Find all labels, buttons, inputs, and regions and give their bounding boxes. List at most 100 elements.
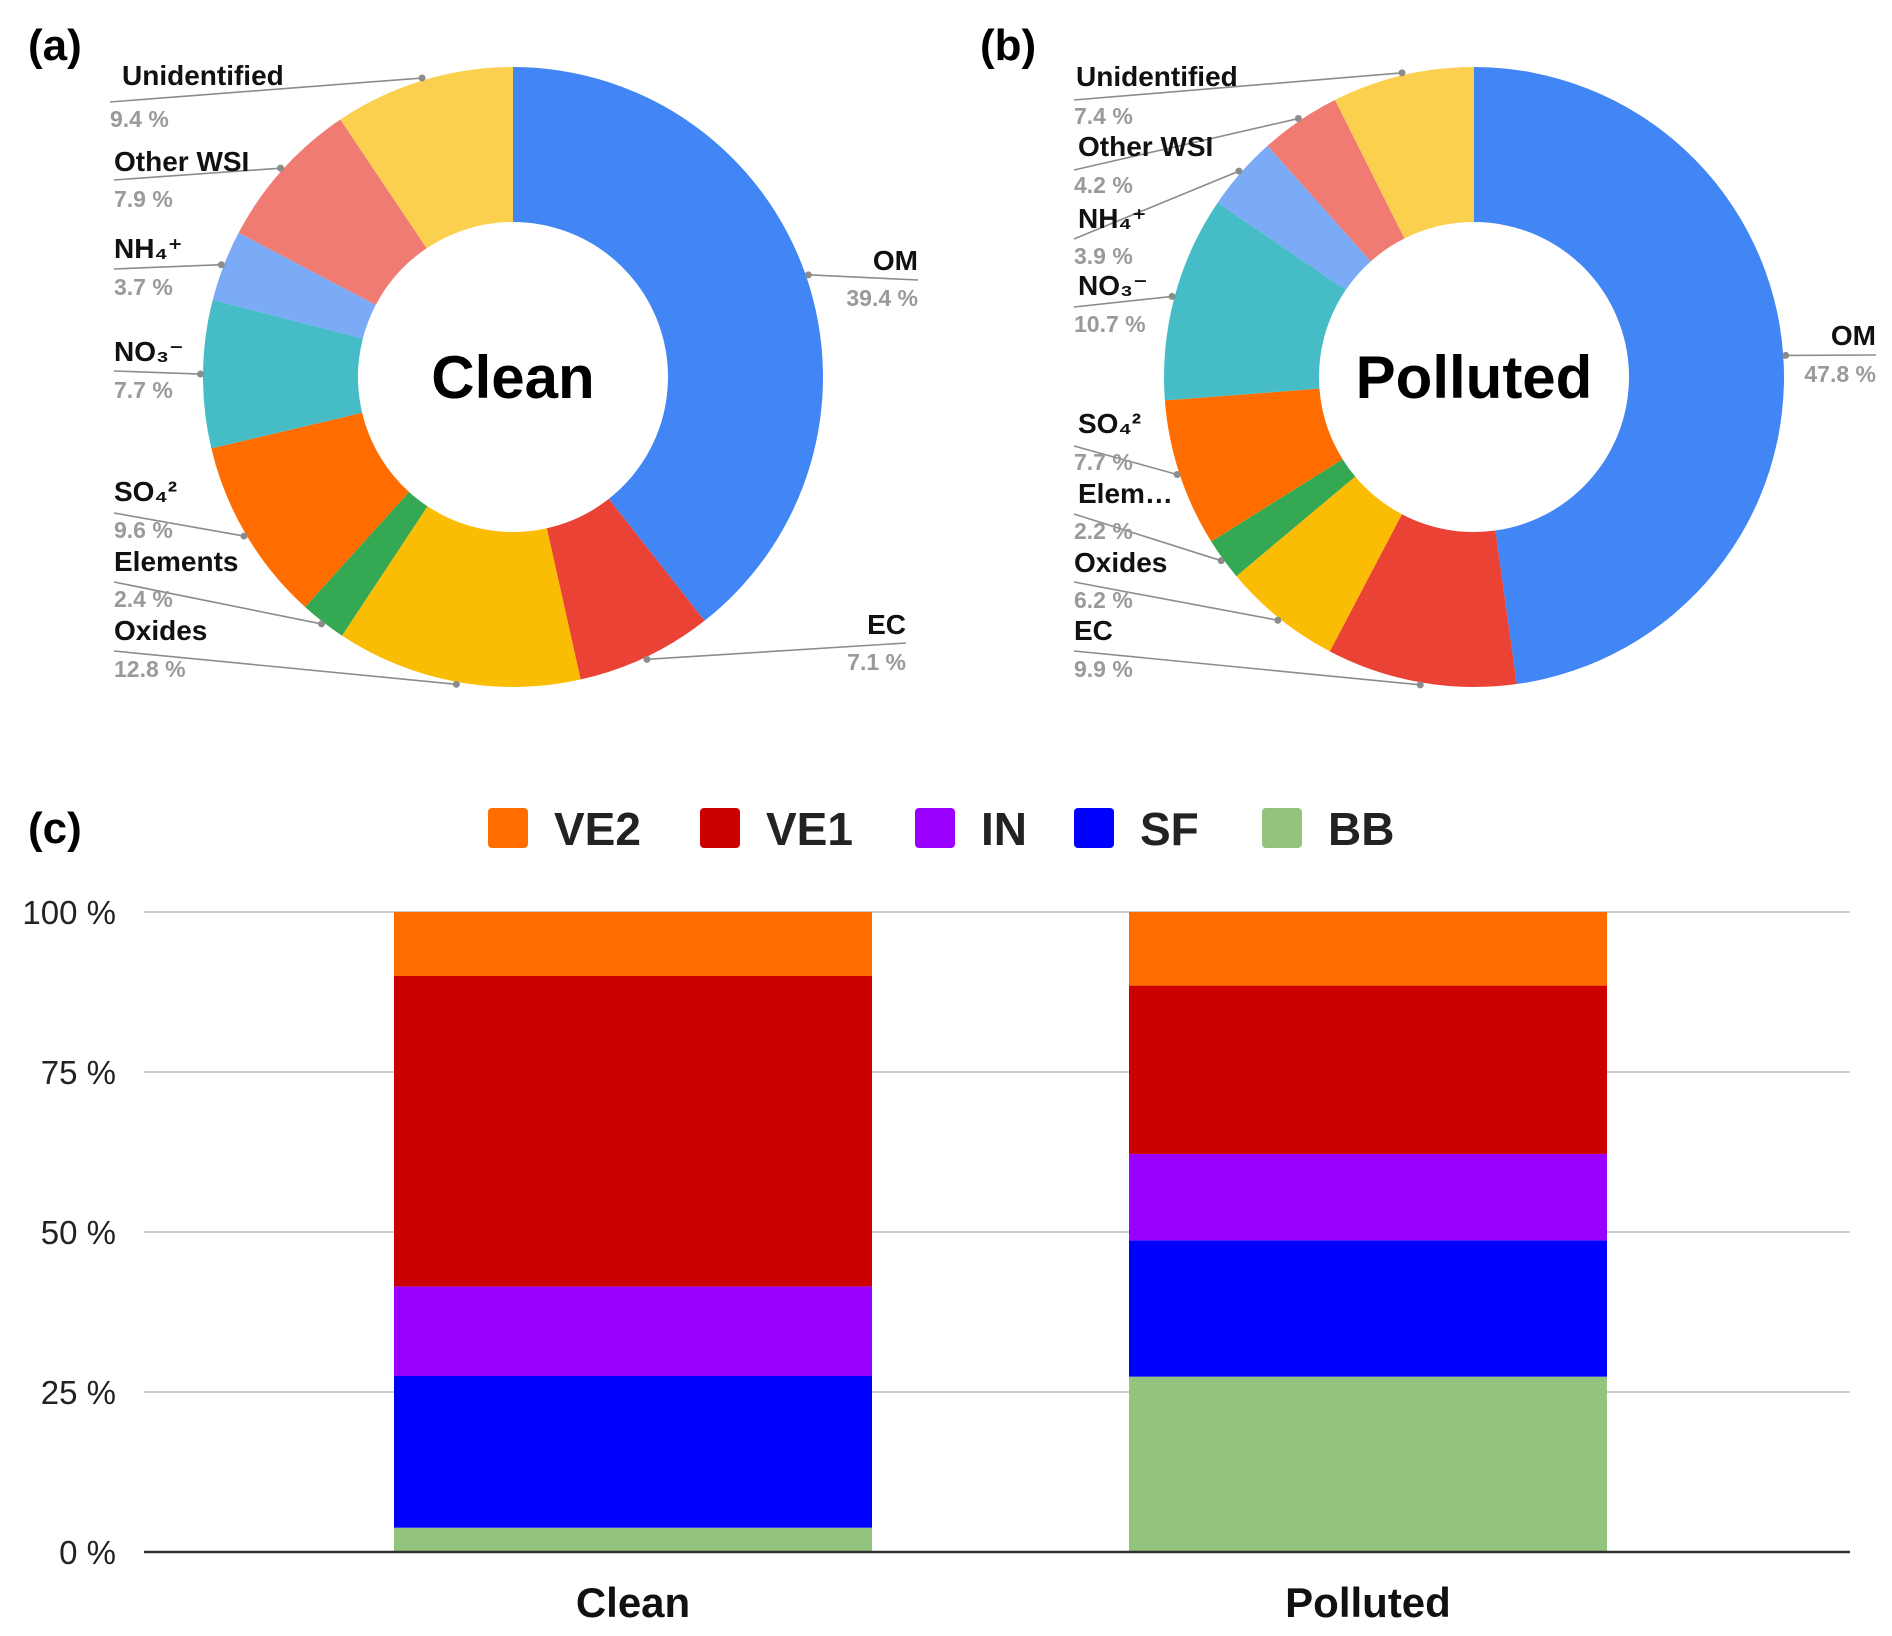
donut-chart-clean: OM 39.4 % EC 7.1 % Oxides 12.8 % Elements 2.4 %… (28, 21, 919, 688)
bar-segment-in-clean (394, 1286, 872, 1376)
x-category-label: Clean (576, 1579, 690, 1626)
slice-oxides (341, 506, 581, 687)
slice-percent-other-wsi: 7.9 % (114, 186, 173, 212)
leader-dot-nh (1235, 167, 1243, 175)
leader-dot-om (804, 271, 812, 279)
slice-label-ec: EC (867, 609, 906, 640)
slice-label-unidentified: Unidentified (122, 60, 284, 91)
leader-dot-ec (643, 655, 651, 663)
leader-line-ec (646, 642, 907, 661)
bar-segment-ve2-clean (394, 912, 872, 976)
slice-percent-elem: 2.2 % (1074, 518, 1133, 544)
legend-swatch-ve1 (700, 808, 740, 848)
slice-unidentified (1335, 67, 1474, 239)
slice-label-nh: NH₄⁺ (1078, 203, 1147, 234)
slice-label-elem: Elem… (1078, 478, 1173, 509)
leader-line-unidentified (109, 77, 423, 103)
leader-dot-no (1168, 292, 1176, 300)
donut-chart-polluted: OM 47.8 % EC 9.9 % Oxides 6.2 % Elem… 2.2 % SO₄²… (980, 21, 1877, 689)
slice-oxides (1236, 476, 1402, 652)
y-tick-label: 25 % (41, 1374, 116, 1411)
slice-ec (546, 498, 705, 680)
leader-dot-elements (317, 620, 325, 628)
panel-label: (a) (28, 21, 82, 70)
y-tick-label: 50 % (41, 1214, 116, 1251)
slice-elements (305, 491, 428, 636)
legend-label-sf: SF (1140, 803, 1199, 855)
leader-dot-so (240, 532, 248, 540)
slice-percent-om: 47.8 % (1804, 361, 1876, 387)
y-tick-label: 75 % (41, 1054, 116, 1091)
stacked-bar-chart: (c) 0 % 25 % 50 % 75 % 100 % Clean Polluted VE2 V… (22, 803, 1850, 1626)
slice-om (1474, 67, 1784, 685)
leader-dot-oxides (1274, 616, 1282, 624)
slice-no (203, 299, 363, 449)
slice-percent-nh: 3.7 % (114, 274, 173, 300)
slice-percent-so: 7.7 % (1074, 449, 1133, 475)
slice-label-so: SO₄² (114, 476, 177, 507)
slice-percent-other-wsi: 4.2 % (1074, 172, 1133, 198)
leader-dot-other-wsi (1294, 115, 1302, 123)
bar-segment-in-polluted (1129, 1153, 1607, 1241)
leader-dot-elem (1217, 557, 1225, 565)
leader-dot-nh (217, 261, 225, 269)
leader-dot-no (197, 370, 205, 378)
bar-segment-ve1-clean (394, 976, 872, 1287)
slice-elem (1211, 459, 1356, 577)
slice-percent-unidentified: 7.4 % (1074, 103, 1133, 129)
legend-swatch-in (915, 808, 955, 848)
slice-percent-elements: 2.4 % (114, 586, 173, 612)
bar-segment-ve2-polluted (1129, 912, 1607, 986)
slice-label-om: OM (1831, 320, 1876, 351)
leader-line-ec (1073, 650, 1421, 686)
leader-line-unidentified (1073, 72, 1403, 101)
slice-label-so: SO₄² (1078, 408, 1141, 439)
leader-dot-unidentified (418, 74, 426, 82)
slice-so (1164, 388, 1343, 542)
leader-line-other-wsi (113, 167, 281, 181)
legend-label-in: IN (981, 803, 1027, 855)
slice-other-wsi (1267, 99, 1405, 262)
leader-dot-other-wsi (277, 164, 285, 172)
slice-label-no: NO₃⁻ (114, 336, 184, 367)
slice-label-om: OM (873, 245, 918, 276)
slice-label-unidentified: Unidentified (1076, 61, 1238, 92)
leader-line-oxides (113, 650, 457, 686)
bar-segment-sf-clean (394, 1376, 872, 1528)
leader-line-nh (113, 263, 222, 270)
legend-swatch-bb (1262, 808, 1302, 848)
legend-swatch-sf (1074, 808, 1114, 848)
slice-nh (212, 232, 376, 339)
slice-percent-oxides: 12.8 % (114, 656, 186, 682)
x-category-label: Polluted (1285, 1579, 1451, 1626)
slice-label-ec: EC (1074, 615, 1113, 646)
legend-label-ve2: VE2 (554, 803, 641, 855)
slice-label-nh: NH₄⁺ (114, 233, 183, 264)
leader-dot-unidentified (1398, 69, 1406, 77)
slice-label-oxides: Oxides (114, 615, 207, 646)
bar-segment-bb-clean (394, 1527, 872, 1552)
panel-label: (b) (980, 21, 1036, 70)
slice-label-other-wsi: Other WSI (1078, 131, 1213, 162)
slice-percent-oxides: 6.2 % (1074, 587, 1133, 613)
leader-line-other-wsi (1073, 117, 1299, 171)
legend-label-bb: BB (1328, 803, 1394, 855)
slice-other-wsi (238, 119, 427, 305)
slice-label-other-wsi: Other WSI (114, 146, 249, 177)
slice-percent-so: 9.6 % (114, 517, 173, 543)
leader-line-elem (1073, 513, 1222, 562)
leader-line-so (113, 512, 245, 537)
bar-segment-bb-polluted (1129, 1376, 1607, 1552)
leader-dot-oxides (452, 680, 460, 688)
leader-line-nh (1073, 170, 1240, 240)
slice-label-oxides: Oxides (1074, 547, 1167, 578)
leader-line-elements (113, 581, 322, 625)
slice-percent-no: 7.7 % (114, 377, 173, 403)
slice-percent-unidentified: 9.4 % (110, 106, 169, 132)
slice-so (211, 412, 410, 607)
bar-segment-ve1-polluted (1129, 985, 1607, 1154)
slice-percent-nh: 3.9 % (1074, 243, 1133, 269)
leader-line-no (113, 370, 201, 375)
donut-center-label: Clean (431, 344, 594, 411)
